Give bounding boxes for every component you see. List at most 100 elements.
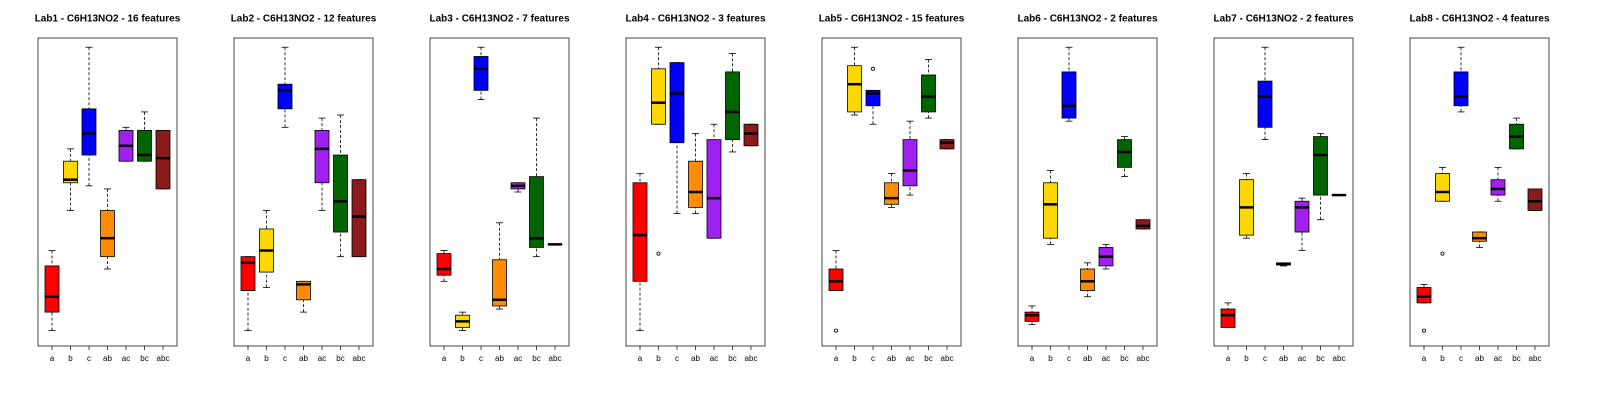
- category-label: ac: [318, 354, 326, 363]
- box: [1257, 80, 1273, 128]
- box: [351, 179, 367, 258]
- box: [884, 182, 899, 205]
- outlier: [1422, 328, 1427, 333]
- box: [706, 139, 722, 239]
- category-label: abc: [1137, 354, 1150, 363]
- category-label: ab: [691, 354, 700, 363]
- box: [81, 108, 97, 156]
- category-label: abc: [157, 354, 170, 363]
- category-label: c: [87, 354, 91, 363]
- panel-title: Lab7 - C6H13NO2 - 2 features: [1213, 14, 1353, 25]
- box: [847, 65, 862, 113]
- category-label: a: [1030, 354, 1035, 363]
- box: [651, 68, 666, 125]
- category-label: bc: [140, 354, 148, 363]
- box: [1024, 311, 1040, 322]
- box: [473, 56, 489, 91]
- box: [902, 139, 918, 187]
- category-label: bc: [924, 354, 932, 363]
- box: [1080, 268, 1095, 291]
- box: [725, 71, 740, 141]
- category-label: a: [638, 354, 643, 363]
- category-label: a: [1226, 354, 1231, 363]
- box: [1313, 136, 1328, 196]
- category-label: b: [1244, 354, 1249, 363]
- box: [688, 160, 703, 208]
- category-label: b: [68, 354, 73, 363]
- category-label: ac: [906, 354, 914, 363]
- box: [436, 253, 452, 276]
- box: [155, 129, 171, 190]
- category-label: ac: [1102, 354, 1110, 363]
- box: [939, 139, 955, 150]
- box: [1061, 71, 1077, 119]
- category-label: a: [50, 354, 55, 363]
- box: [240, 256, 256, 291]
- category-label: ab: [887, 354, 896, 363]
- category-label: a: [246, 354, 251, 363]
- box: [100, 210, 115, 258]
- box: [1527, 188, 1543, 211]
- category-label: ac: [1298, 354, 1306, 363]
- category-label: bc: [532, 354, 540, 363]
- box: [314, 129, 330, 184]
- box: [1117, 139, 1132, 168]
- category-label: c: [283, 354, 287, 363]
- plot-frame: [1213, 37, 1354, 347]
- category-label: ac: [514, 354, 522, 363]
- category-label: b: [852, 354, 857, 363]
- category-label: b: [264, 354, 269, 363]
- category-label: bc: [336, 354, 344, 363]
- panel-title: Lab1 - C6H13NO2 - 16 features: [35, 14, 181, 25]
- box: [1453, 71, 1469, 107]
- box: [137, 129, 152, 162]
- box: [743, 123, 759, 147]
- plot-frame: [1017, 37, 1158, 347]
- outlier: [656, 251, 661, 256]
- category-label: abc: [549, 354, 562, 363]
- category-label: ab: [103, 354, 112, 363]
- outlier: [834, 328, 839, 333]
- category-label: ab: [299, 354, 308, 363]
- category-label: b: [460, 354, 465, 363]
- outlier: [1440, 251, 1445, 256]
- box: [1135, 219, 1151, 230]
- outlier: [871, 66, 876, 71]
- box: [277, 83, 293, 110]
- category-label: c: [1263, 354, 1267, 363]
- category-label: c: [675, 354, 679, 363]
- panel-title: Lab3 - C6H13NO2 - 7 features: [429, 14, 569, 25]
- category-label: ac: [710, 354, 718, 363]
- category-label: abc: [1529, 354, 1542, 363]
- category-label: c: [871, 354, 875, 363]
- category-label: abc: [745, 354, 758, 363]
- box: [1435, 173, 1450, 202]
- box: [333, 154, 348, 233]
- box: [1472, 231, 1487, 242]
- category-label: a: [442, 354, 447, 363]
- box: [296, 280, 311, 301]
- box: [63, 160, 78, 184]
- box: [1294, 200, 1310, 233]
- category-label: abc: [941, 354, 954, 363]
- category-label: ac: [122, 354, 130, 363]
- panel-title: Lab4 - C6H13NO2 - 3 features: [625, 14, 765, 25]
- panel-title: Lab8 - C6H13NO2 - 4 features: [1409, 14, 1549, 25]
- category-label: bc: [728, 354, 736, 363]
- box: [492, 259, 507, 307]
- category-label: abc: [353, 354, 366, 363]
- box: [1043, 182, 1058, 239]
- category-label: bc: [1120, 354, 1128, 363]
- box: [921, 74, 936, 113]
- category-label: ab: [495, 354, 504, 363]
- box: [1220, 308, 1236, 328]
- box: [669, 62, 685, 144]
- category-label: c: [1459, 354, 1463, 363]
- box: [1490, 179, 1506, 196]
